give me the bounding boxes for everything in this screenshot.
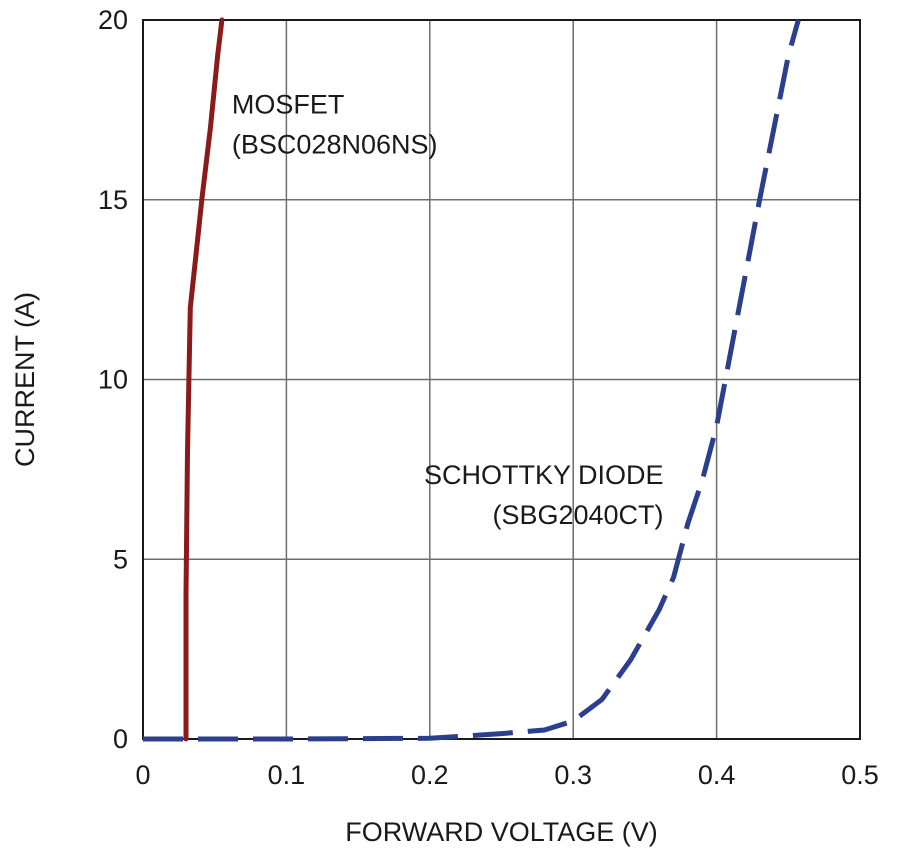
- y-tick-label: 15: [98, 185, 128, 215]
- x-tick-labels: 0 0.1 0.2 0.3 0.4 0.5: [135, 760, 878, 790]
- plot-frame: [142, 19, 861, 740]
- x-tick-label: 0.3: [554, 760, 592, 790]
- x-tick-label: 0.4: [698, 760, 736, 790]
- annotation-line: MOSFET: [232, 89, 345, 119]
- series-layer: [143, 17, 801, 742]
- x-tick-label: 0: [135, 760, 150, 790]
- annotation-line: SCHOTTKY DIODE: [424, 460, 664, 490]
- x-axis-label: FORWARD VOLTAGE (V): [345, 817, 658, 847]
- schottky-diode-line: [143, 19, 801, 742]
- y-tick-label: 20: [98, 5, 128, 35]
- y-axis-label: CURRENT (A): [10, 292, 40, 467]
- y-tick-label: 0: [113, 724, 128, 754]
- y-tick-label: 5: [113, 544, 128, 574]
- x-tick-label: 0.2: [411, 760, 449, 790]
- annotation-0: MOSFET (BSC028N06NS): [232, 89, 438, 159]
- annotation-line: (SBG2040CT): [492, 500, 663, 530]
- x-tick-label: 0.1: [268, 760, 306, 790]
- annotations: MOSFET (BSC028N06NS) SCHOTTKY DIODE (SBG204…: [232, 89, 664, 529]
- mosfet-line: [183, 17, 225, 742]
- annotation-1: SCHOTTKY DIODE (SBG2040CT): [424, 460, 664, 530]
- grid: [142, 19, 861, 740]
- y-tick-labels: 0 5 10 15 20: [98, 5, 128, 754]
- y-tick-label: 10: [98, 365, 128, 395]
- annotation-line: (BSC028N06NS): [232, 129, 438, 159]
- x-tick-label: 0.5: [841, 760, 879, 790]
